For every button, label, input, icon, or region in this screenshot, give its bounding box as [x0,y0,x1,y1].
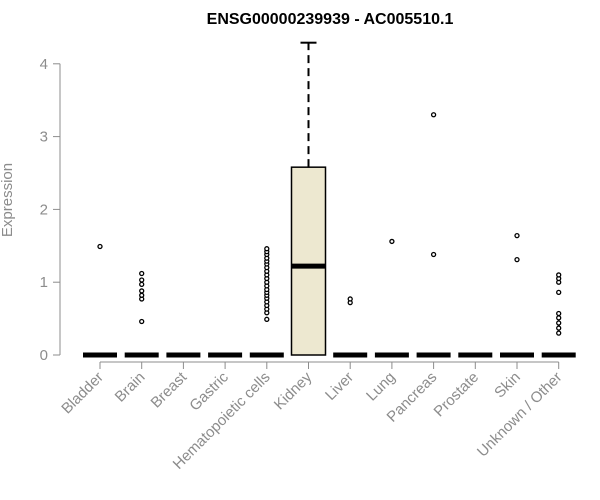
y-axis: 0 1 2 3 4 [40,56,61,364]
y-tick-label: 3 [40,129,48,146]
y-tick-label: 1 [40,274,48,291]
outlier-point [139,270,145,277]
box-hematopoietic-cells [249,246,284,358]
outlier-point [514,232,520,239]
outlier-point [264,246,270,252]
y-tick-label: 2 [40,201,48,218]
box-bladder [83,243,117,358]
outlier-point [389,238,395,245]
outlier-point [556,330,562,336]
x-tick-label: Skin [491,369,524,402]
x-tick-label: Liver [322,369,357,404]
outlier-point [139,288,145,294]
outlier-point [139,318,145,325]
box-liver [333,296,368,358]
outlier-point [556,320,562,326]
outlier-point [347,296,353,302]
box-kidney [290,41,327,356]
box-body [290,166,327,356]
plot-area [83,41,576,358]
x-tick-label: Bladder [58,369,107,418]
outlier-point [139,281,145,288]
box-unknown-other [541,272,576,358]
outlier-point [556,310,562,317]
outlier-point [264,316,270,322]
outlier-point [139,277,145,283]
outlier-point [97,243,103,250]
x-tick-label: Lung [363,369,399,405]
y-axis-label: Expression [0,163,16,237]
x-tick-label: Brain [112,369,149,406]
outlier-point [556,315,562,321]
box-skin [500,232,534,358]
x-tick-label: Breast [148,368,191,411]
box-brain [124,270,159,358]
y-tick-label: 0 [40,347,48,364]
outlier-point [139,292,145,298]
outlier-point [430,112,437,118]
chart-title: ENSG00000239939 - AC005510.1 [207,11,454,28]
outlier-point [514,256,520,263]
box-lung [374,238,409,358]
x-tick-label: Prostate [431,369,483,421]
outlier-point [430,251,437,258]
outlier-point [556,272,562,278]
y-tick-label: 4 [40,56,48,73]
x-tick-label: Kidney [271,368,316,413]
outlier-point [556,325,562,331]
outlier-point [556,289,562,296]
box-pancreas [416,112,451,358]
